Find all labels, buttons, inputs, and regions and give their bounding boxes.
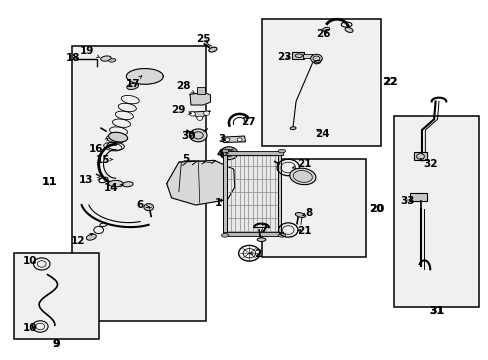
Ellipse shape	[221, 234, 228, 237]
Text: 22: 22	[382, 77, 397, 87]
Text: 27: 27	[241, 117, 255, 127]
Bar	[261, 158, 366, 257]
Polygon shape	[190, 111, 210, 119]
Polygon shape	[190, 93, 210, 105]
Bar	[302, 54, 312, 58]
Bar	[72, 46, 205, 321]
Circle shape	[203, 111, 209, 115]
Text: 28: 28	[176, 81, 194, 93]
Polygon shape	[222, 136, 245, 143]
Ellipse shape	[289, 168, 315, 185]
Text: 9: 9	[53, 339, 60, 348]
Ellipse shape	[344, 27, 352, 32]
Text: 7: 7	[260, 224, 267, 234]
Ellipse shape	[122, 182, 133, 187]
Circle shape	[224, 138, 229, 141]
Text: 14: 14	[103, 183, 123, 193]
Ellipse shape	[86, 234, 96, 240]
Text: 10: 10	[23, 256, 37, 266]
Text: 11: 11	[41, 177, 57, 187]
Text: 31: 31	[428, 306, 443, 316]
Text: 10: 10	[23, 323, 37, 333]
Text: 33: 33	[399, 197, 414, 206]
Text: 15: 15	[96, 155, 113, 165]
Ellipse shape	[295, 213, 305, 217]
Bar	[222, 232, 283, 237]
Circle shape	[197, 116, 202, 120]
Text: 21: 21	[292, 159, 311, 169]
Ellipse shape	[108, 180, 122, 187]
Text: 21: 21	[296, 226, 311, 236]
Bar	[291, 52, 304, 59]
Bar	[409, 193, 426, 202]
Ellipse shape	[278, 149, 285, 153]
Text: 32: 32	[419, 159, 437, 169]
Text: 13: 13	[79, 175, 100, 185]
Bar	[261, 19, 380, 146]
Text: 31: 31	[428, 306, 443, 316]
Polygon shape	[126, 68, 163, 84]
Text: 3: 3	[218, 134, 225, 144]
Text: 18: 18	[66, 53, 81, 63]
Bar	[413, 153, 427, 160]
Ellipse shape	[290, 127, 295, 130]
Circle shape	[189, 129, 206, 142]
Text: 16: 16	[88, 138, 108, 154]
Bar	[277, 153, 281, 234]
Text: 24: 24	[314, 129, 329, 139]
Text: 19: 19	[80, 46, 100, 58]
Text: 1: 1	[215, 198, 222, 208]
Circle shape	[237, 138, 242, 141]
Circle shape	[143, 203, 153, 211]
Text: 6: 6	[137, 200, 149, 210]
Bar	[14, 253, 99, 339]
Text: 9: 9	[52, 339, 60, 348]
Text: 25: 25	[196, 34, 210, 44]
Polygon shape	[166, 160, 234, 205]
Text: 12: 12	[70, 233, 93, 246]
Bar	[393, 116, 478, 307]
Text: 26: 26	[315, 28, 330, 39]
Text: 11: 11	[41, 177, 57, 187]
Circle shape	[189, 112, 195, 116]
Text: 17: 17	[125, 76, 142, 89]
Text: 23: 23	[276, 52, 290, 62]
Bar	[222, 151, 283, 155]
Bar	[224, 155, 278, 234]
Text: 20: 20	[369, 203, 383, 213]
Text: 20: 20	[368, 203, 384, 213]
Ellipse shape	[221, 149, 228, 153]
Ellipse shape	[101, 56, 111, 61]
Ellipse shape	[108, 132, 127, 142]
Ellipse shape	[108, 58, 116, 62]
Bar	[197, 87, 204, 94]
Text: 8: 8	[302, 208, 312, 218]
Text: 22: 22	[382, 77, 397, 87]
Ellipse shape	[278, 234, 285, 237]
Ellipse shape	[322, 27, 329, 31]
Ellipse shape	[126, 83, 138, 90]
Bar	[223, 153, 226, 234]
Text: 30: 30	[181, 131, 195, 141]
Ellipse shape	[257, 238, 265, 242]
Text: 5: 5	[182, 154, 189, 163]
Text: 2: 2	[250, 249, 261, 259]
Text: 4: 4	[216, 149, 227, 159]
Circle shape	[220, 147, 237, 159]
Circle shape	[310, 54, 322, 63]
Text: 29: 29	[171, 105, 191, 115]
Ellipse shape	[208, 47, 217, 52]
